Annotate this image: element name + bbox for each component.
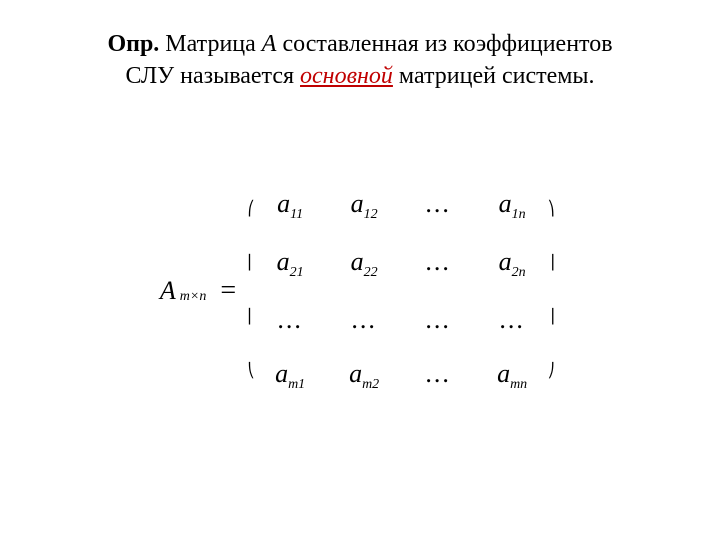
paren-segment: ⎠	[542, 345, 560, 399]
matrix-cell: amn	[492, 359, 532, 393]
matrix-cell: ...	[344, 305, 384, 335]
paren-segment: ⎜	[242, 237, 260, 291]
keyword: основной	[300, 63, 393, 89]
definition-label: Опр.	[107, 31, 159, 57]
paren-segment: ⎟	[542, 237, 560, 291]
matrix-cell: a11	[270, 189, 310, 223]
matrix-cell: ...	[270, 305, 310, 335]
matrix-grid: a11 a12... a1n a21 a22... a2n............ am1 a…	[260, 183, 542, 400]
matrix-cell: a1n	[492, 189, 532, 223]
def-text-4: матрицей системы.	[399, 63, 595, 89]
lhs: Am×n	[160, 276, 206, 306]
formula-container: Am×n = ⎛⎜⎜⎝ a11a12...a1na21a22...a2n....…	[48, 183, 672, 400]
def-text-1: Матрица	[165, 31, 256, 57]
matrix-cell: ...	[418, 247, 458, 281]
matrix-cell: ...	[492, 305, 532, 335]
paren-segment: ⎟	[542, 291, 560, 345]
matrix-body: ⎛⎜⎜⎝ a11a12...a1na21a22...a2n...........…	[242, 183, 560, 400]
left-paren: ⎛⎜⎜⎝	[242, 183, 260, 400]
matrix-cell: a22	[344, 247, 384, 281]
def-text-2: составленная из коэффициентов	[282, 31, 612, 57]
definition-paragraph: Опр. Матрица A составленная из коэффицие…	[48, 28, 672, 93]
right-paren: ⎞⎟⎟⎠	[542, 183, 560, 400]
matrix-cell: ...	[418, 359, 458, 393]
lhs-sub: m×n	[180, 289, 207, 305]
matrix-cell: a12	[344, 189, 384, 223]
paren-segment: ⎜	[242, 291, 260, 345]
matrix-cell: ...	[418, 189, 458, 223]
paren-segment: ⎞	[542, 183, 560, 237]
matrix-cell: ...	[418, 305, 458, 335]
matrix-cell: a21	[270, 247, 310, 281]
paren-segment: ⎛	[242, 183, 260, 237]
paren-segment: ⎝	[242, 345, 260, 399]
matrix-cell: a2n	[492, 247, 532, 281]
matrix-letter: A	[262, 31, 277, 57]
lhs-letter: A	[160, 276, 176, 306]
matrix-cell: am2	[344, 359, 384, 393]
def-text-3: СЛУ называется	[125, 63, 294, 89]
matrix-equation: Am×n = ⎛⎜⎜⎝ a11a12...a1na21a22...a2n....…	[160, 183, 560, 400]
equals-sign: =	[220, 275, 236, 307]
matrix-cell: am1	[270, 359, 310, 393]
